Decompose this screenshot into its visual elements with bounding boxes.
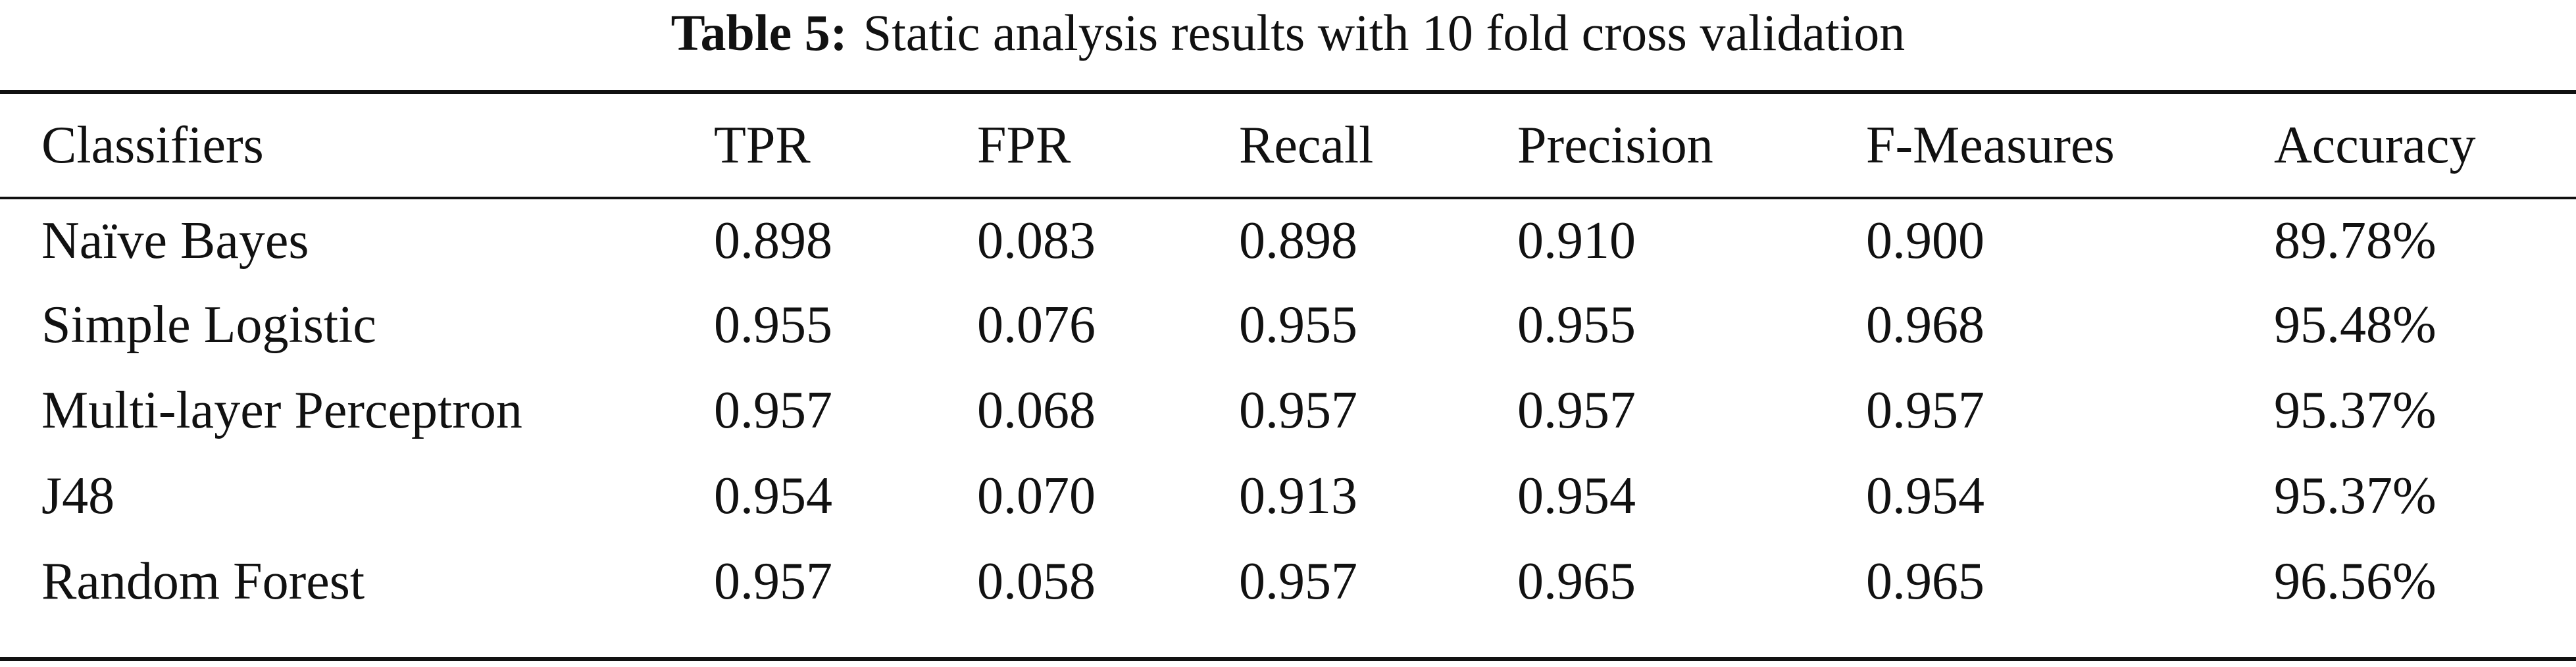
table-caption-text: Static analysis results with 10 fold cro…	[863, 4, 1906, 61]
header-fpr: FPR	[977, 116, 1071, 174]
cell-tpr: 0.898	[714, 211, 832, 270]
cell-fpr: 0.070	[977, 466, 1096, 525]
cell-precision: 0.910	[1517, 211, 1636, 270]
table-caption: Table 5: Static analysis results with 10 …	[0, 0, 2576, 66]
header-classifiers: Classifiers	[41, 116, 264, 174]
cell-accuracy: 95.48%	[2274, 295, 2437, 354]
cell-accuracy: 96.56%	[2274, 552, 2437, 610]
cell-f-measure: 0.957	[1866, 381, 1984, 439]
cell-accuracy: 89.78%	[2274, 211, 2437, 270]
table-bottom-rule	[0, 657, 2576, 661]
cell-classifier: Naïve Bayes	[41, 211, 309, 270]
cell-tpr: 0.957	[714, 381, 832, 439]
cell-classifier: Multi-layer Perceptron	[41, 381, 522, 439]
cell-precision: 0.965	[1517, 552, 1636, 610]
cell-precision: 0.954	[1517, 466, 1636, 525]
header-accuracy: Accuracy	[2274, 116, 2476, 174]
header-tpr: TPR	[714, 116, 811, 174]
header-precision: Precision	[1517, 116, 1713, 174]
table-row: J48 0.954 0.070 0.913 0.954 0.954 95.37%	[0, 453, 2576, 539]
table-top-rule	[0, 90, 2576, 94]
cell-classifier: Simple Logistic	[41, 295, 376, 354]
header-row: Classifiers TPR FPR Recall Precision F-M…	[0, 94, 2576, 197]
cell-f-measure: 0.900	[1866, 211, 1984, 270]
cell-recall: 0.898	[1239, 211, 1357, 270]
cell-recall: 0.957	[1239, 552, 1357, 610]
table-row: Naïve Bayes 0.898 0.083 0.898 0.910 0.90…	[0, 197, 2576, 282]
cell-accuracy: 95.37%	[2274, 466, 2437, 525]
cell-f-measure: 0.968	[1866, 295, 1984, 354]
cell-recall: 0.913	[1239, 466, 1357, 525]
cell-recall: 0.955	[1239, 295, 1357, 354]
cell-fpr: 0.076	[977, 295, 1096, 354]
table-caption-label: Table 5:	[670, 4, 847, 61]
cell-fpr: 0.058	[977, 552, 1096, 610]
cell-tpr: 0.957	[714, 552, 832, 610]
cell-classifier: J48	[41, 466, 115, 525]
cell-tpr: 0.954	[714, 466, 832, 525]
cell-recall: 0.957	[1239, 381, 1357, 439]
cell-accuracy: 95.37%	[2274, 381, 2437, 439]
results-table: Classifiers TPR FPR Recall Precision F-M…	[0, 94, 2576, 624]
cell-precision: 0.957	[1517, 381, 1636, 439]
table-row: Simple Logistic 0.955 0.076 0.955 0.955 …	[0, 282, 2576, 368]
header-recall: Recall	[1239, 116, 1374, 174]
cell-precision: 0.955	[1517, 295, 1636, 354]
table-row: Random Forest 0.957 0.058 0.957 0.965 0.…	[0, 539, 2576, 624]
cell-tpr: 0.955	[714, 295, 832, 354]
cell-classifier: Random Forest	[41, 552, 365, 610]
cell-f-measure: 0.954	[1866, 466, 1984, 525]
header-f-measures: F-Measures	[1866, 116, 2115, 174]
table-row: Multi-layer Perceptron 0.957 0.068 0.957…	[0, 368, 2576, 453]
cell-f-measure: 0.965	[1866, 552, 1984, 610]
cell-fpr: 0.083	[977, 211, 1096, 270]
cell-fpr: 0.068	[977, 381, 1096, 439]
table-header-rule	[0, 197, 2576, 199]
